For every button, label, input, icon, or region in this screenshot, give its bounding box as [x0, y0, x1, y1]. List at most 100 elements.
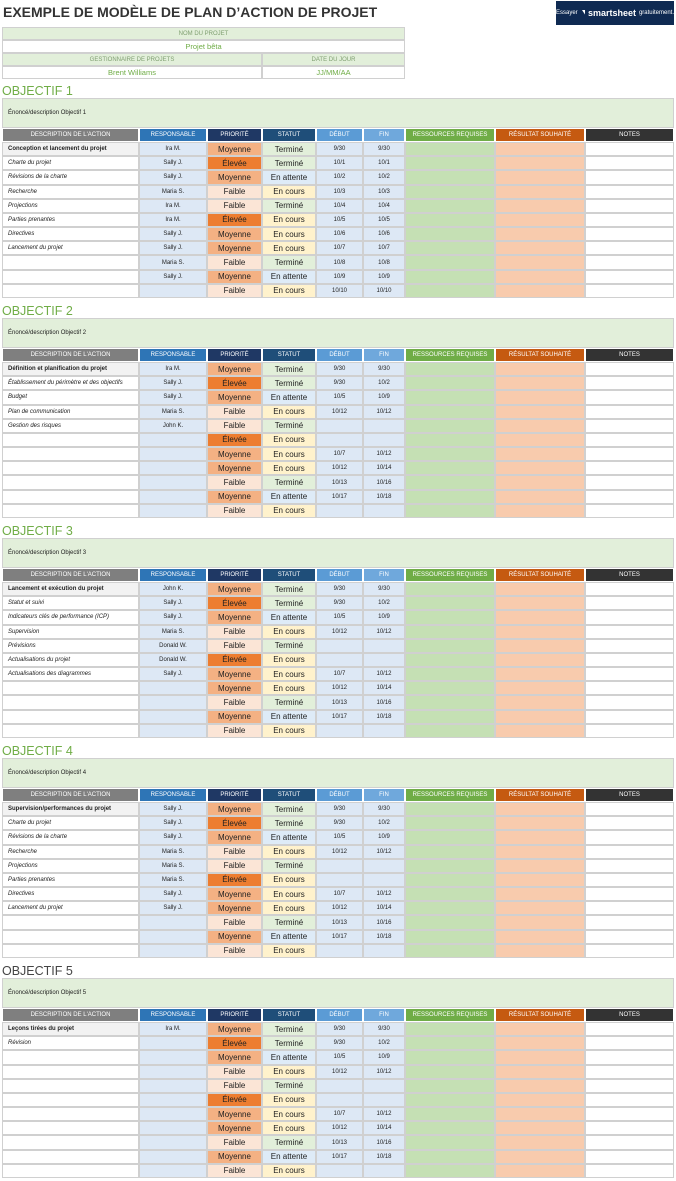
column-header: STATUT	[262, 568, 316, 582]
start-cell	[316, 1078, 363, 1093]
start-cell	[316, 858, 363, 873]
owner-cell: Maria S.	[139, 872, 207, 888]
start-cell: 9/30	[316, 596, 363, 611]
empty-cell	[405, 1107, 495, 1122]
owner-cell	[139, 929, 207, 944]
column-header: RESPONSABLE	[139, 128, 207, 142]
end-cell	[363, 418, 405, 433]
empty-cell	[405, 1022, 495, 1037]
owner-cell: Ira M.	[139, 1022, 207, 1037]
owner-cell	[139, 943, 207, 958]
priority-cell: Faible	[207, 844, 262, 859]
owner-cell: Sally J.	[139, 390, 207, 405]
priority-cell: Faible	[207, 695, 262, 710]
empty-cell	[405, 390, 495, 405]
status-cell: Terminé	[262, 156, 316, 171]
priority-cell: Moyenne	[207, 447, 262, 462]
empty-cell	[495, 503, 585, 518]
empty-cell	[495, 404, 585, 419]
empty-cell	[495, 1163, 585, 1178]
action-cell: Révisions de la charte	[2, 830, 139, 845]
start-cell	[316, 432, 363, 448]
status-cell: Terminé	[262, 858, 316, 873]
column-header: FIN	[363, 788, 405, 802]
empty-cell	[405, 1050, 495, 1065]
end-cell: 10/16	[363, 915, 405, 930]
empty-cell	[495, 489, 585, 504]
column-header: FIN	[363, 568, 405, 582]
empty-cell	[585, 461, 674, 476]
empty-cell	[495, 872, 585, 888]
end-cell: 10/18	[363, 929, 405, 944]
empty-cell	[585, 723, 674, 738]
status-cell: En cours	[262, 844, 316, 859]
end-cell: 9/30	[363, 1022, 405, 1037]
empty-cell	[405, 844, 495, 859]
action-cell	[2, 1064, 139, 1079]
action-cell	[2, 929, 139, 944]
priority-cell: Moyenne	[207, 390, 262, 405]
column-header: PRIORITÉ	[207, 788, 262, 802]
empty-cell	[495, 212, 585, 228]
column-header: DÉBUT	[316, 128, 363, 142]
empty-cell	[495, 461, 585, 476]
start-cell: 10/12	[316, 1064, 363, 1079]
start-cell: 10/10	[316, 283, 363, 298]
empty-cell	[495, 816, 585, 831]
end-cell: 10/1	[363, 156, 405, 171]
start-cell: 10/3	[316, 184, 363, 199]
priority-cell: Faible	[207, 1163, 262, 1178]
manager-label: GESTIONNAIRE DE PROJETS	[2, 53, 262, 66]
empty-cell	[585, 241, 674, 256]
empty-cell	[405, 1036, 495, 1051]
status-cell: En attente	[262, 1050, 316, 1065]
empty-cell	[405, 624, 495, 639]
empty-cell	[405, 418, 495, 433]
empty-cell	[405, 503, 495, 518]
start-cell: 9/30	[316, 362, 363, 377]
empty-cell	[405, 667, 495, 682]
priority-cell: Moyenne	[207, 227, 262, 242]
status-cell: En cours	[262, 212, 316, 228]
empty-cell	[405, 1149, 495, 1164]
empty-cell	[495, 376, 585, 391]
empty-cell	[585, 1135, 674, 1150]
empty-cell	[405, 432, 495, 448]
status-cell: En cours	[262, 652, 316, 668]
status-cell: En cours	[262, 241, 316, 256]
status-cell: Terminé	[262, 596, 316, 611]
page-title: EXEMPLE DE MODÈLE DE PLAN D’ACTION DE PR…	[3, 4, 378, 20]
owner-cell: Donald W.	[139, 638, 207, 653]
action-cell	[2, 943, 139, 958]
status-cell: Terminé	[262, 582, 316, 597]
priority-cell: Élevée	[207, 1036, 262, 1051]
status-cell: En attente	[262, 610, 316, 625]
empty-cell	[585, 1121, 674, 1136]
end-cell: 10/9	[363, 1050, 405, 1065]
priority-cell: Moyenne	[207, 489, 262, 504]
owner-cell: Sally J.	[139, 887, 207, 902]
column-header: NOTES	[585, 348, 674, 362]
start-cell: 10/12	[316, 901, 363, 916]
column-header: NOTES	[585, 128, 674, 142]
action-cell: Actualisations des diagrammes	[2, 667, 139, 682]
owner-cell: Maria S.	[139, 255, 207, 270]
column-header: STATUT	[262, 788, 316, 802]
status-cell: En cours	[262, 503, 316, 518]
empty-cell	[495, 887, 585, 902]
empty-cell	[495, 596, 585, 611]
start-cell: 10/17	[316, 929, 363, 944]
start-cell: 9/30	[316, 1022, 363, 1037]
column-header: DESCRIPTION DE L'ACTION	[2, 128, 139, 142]
empty-cell	[495, 723, 585, 738]
smartsheet-banner[interactable]: Essayer smartsheet gratuitement.	[556, 1, 674, 25]
end-cell: 10/8	[363, 255, 405, 270]
owner-cell: Sally J.	[139, 596, 207, 611]
start-cell: 10/6	[316, 227, 363, 242]
priority-cell: Faible	[207, 1064, 262, 1079]
empty-cell	[405, 362, 495, 377]
end-cell: 10/7	[363, 241, 405, 256]
owner-cell: Sally J.	[139, 227, 207, 242]
priority-cell: Faible	[207, 915, 262, 930]
owner-cell: Maria S.	[139, 404, 207, 419]
